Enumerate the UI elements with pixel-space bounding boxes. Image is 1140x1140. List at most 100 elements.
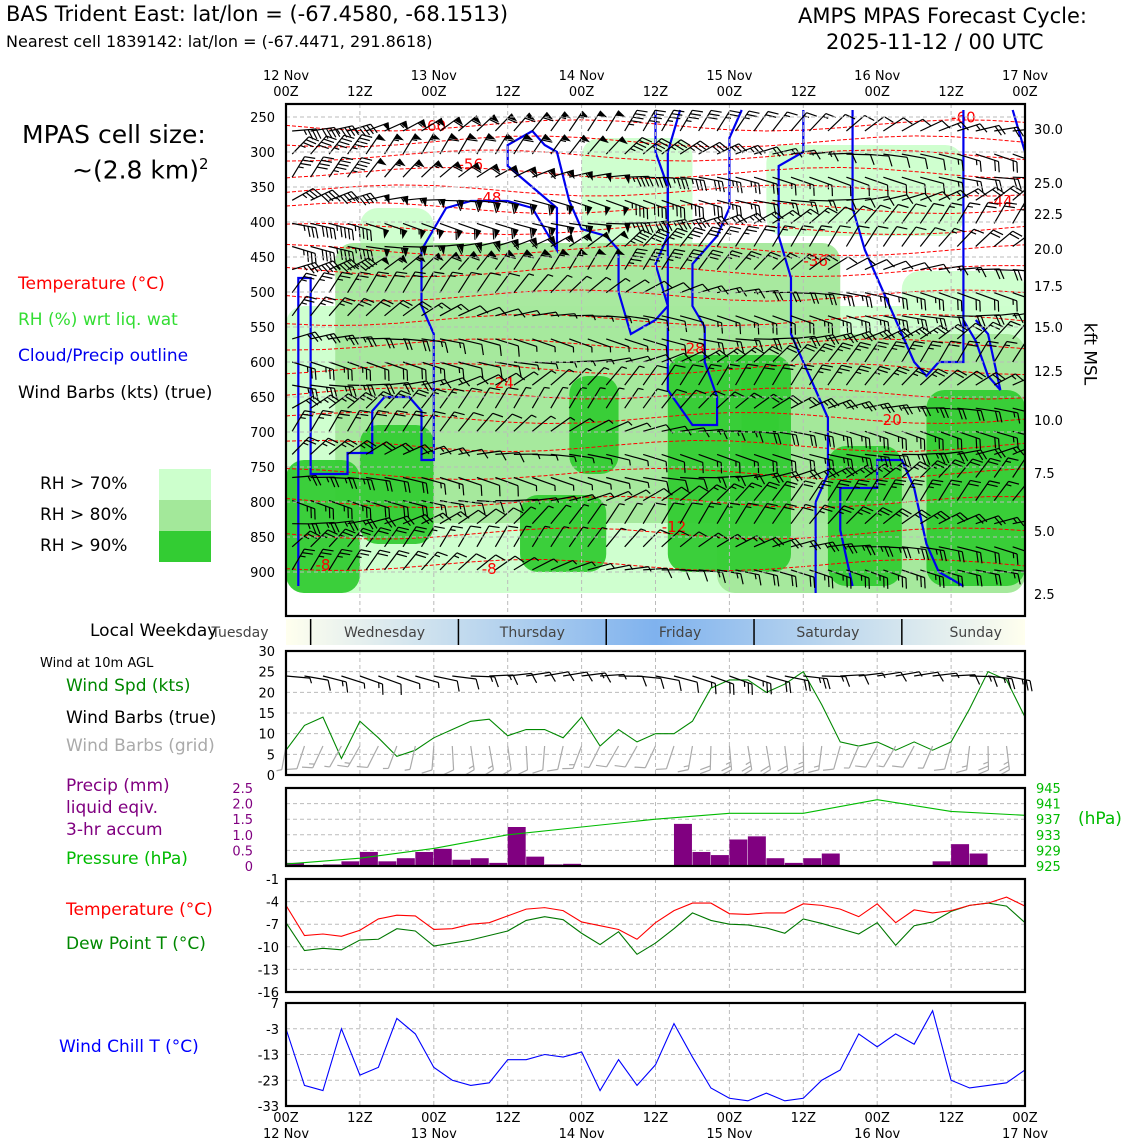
barb-half (842, 435, 845, 442)
barb-half (354, 197, 360, 203)
barb-full (366, 193, 374, 204)
wind-barb (642, 502, 667, 525)
barb-full (777, 472, 784, 483)
barb-half (672, 204, 674, 210)
barb-half (336, 128, 341, 135)
wind-barb (624, 338, 649, 352)
wind-barb-true (322, 675, 349, 693)
wind-barb (642, 248, 667, 270)
kft-tick-label: 5.0 (1034, 525, 1055, 540)
barb-full (999, 765, 1010, 772)
legend-rh80: RH > 80% (40, 505, 128, 525)
wind-barb (883, 569, 907, 589)
wind-barb (827, 479, 852, 501)
barb-half (1026, 322, 1031, 327)
barb-full (352, 386, 357, 398)
barb-full (630, 258, 642, 262)
barb-staff (920, 191, 943, 201)
barb-staff (919, 227, 936, 247)
wind-barb (384, 133, 404, 155)
barb-full (937, 460, 948, 466)
barb-full (302, 159, 314, 163)
wind-barb (993, 373, 1025, 386)
barb-half (818, 677, 822, 684)
barb-full (939, 325, 950, 333)
barb-staff (550, 526, 565, 548)
wind-barb (291, 548, 315, 571)
barb-staff (877, 671, 901, 677)
wind-barb (993, 457, 1019, 478)
wind-barb (402, 476, 429, 494)
barb-staff (494, 507, 514, 525)
wind-barb (845, 506, 874, 525)
barb-full (460, 303, 470, 312)
barb-full (421, 769, 433, 774)
barb-staff (606, 315, 631, 319)
barb-staff (329, 384, 354, 388)
barb-half (744, 232, 750, 235)
barb-full (455, 229, 457, 240)
barb-full (679, 530, 690, 537)
barb-full (352, 125, 360, 136)
barb-staff (642, 365, 658, 386)
barb-full (677, 141, 688, 149)
barb-full (883, 437, 886, 449)
barb-full (767, 110, 779, 115)
barb-staff (883, 404, 908, 409)
barb-staff (624, 365, 640, 386)
barb-full (674, 144, 684, 151)
barb-pennant (415, 159, 425, 168)
wind-frame (284, 649, 1027, 777)
barb-full (943, 407, 949, 419)
wind-barb (310, 409, 334, 432)
barb-full (656, 231, 668, 237)
barb-staff (365, 133, 381, 155)
barb-full (396, 410, 408, 414)
barb-staff (735, 199, 760, 207)
barb-full (481, 368, 484, 379)
pressure-tick-label: 900 (250, 566, 275, 581)
wind-barb-grid (324, 745, 342, 768)
temp-tick-label: -7 (266, 918, 279, 933)
wind-barb-grid (793, 745, 805, 775)
barb-half (818, 486, 824, 489)
barb-staff (846, 257, 868, 271)
barb-full (707, 232, 719, 237)
barb-pennant (561, 134, 571, 142)
barb-staff (994, 126, 1018, 132)
wind-barb (864, 569, 889, 589)
wind-barb (901, 118, 932, 132)
wind-barb (809, 315, 834, 335)
wind-barb-grid (532, 745, 546, 774)
wind-barb (790, 208, 820, 224)
barb-half (526, 525, 532, 528)
barb-full (347, 192, 356, 202)
wind-barb (532, 311, 560, 318)
barb-half (530, 506, 537, 510)
barb-full (652, 145, 663, 152)
barb-staff (347, 257, 369, 271)
barb-pennant (580, 135, 590, 143)
barb-half (712, 393, 718, 397)
barb-full (319, 163, 330, 167)
barb-staff (513, 112, 531, 132)
pressure-unit-label: (hPa) (1078, 809, 1122, 829)
wind-barb (772, 503, 797, 525)
barb-full (1016, 553, 1019, 565)
barb-full (932, 340, 944, 344)
wind-barb (679, 453, 704, 474)
barb-full (330, 476, 336, 488)
barb-staff (679, 283, 703, 294)
barb-full (906, 404, 914, 415)
barb-full (813, 435, 818, 447)
barb-full (548, 227, 552, 238)
barb-staff (439, 338, 464, 345)
barb-staff (673, 675, 698, 683)
barb-full (937, 671, 944, 682)
barb-full (860, 341, 871, 346)
barb-full (323, 156, 335, 160)
barb-half (303, 265, 308, 271)
barb-full (385, 480, 389, 492)
barb-full (435, 388, 447, 393)
pressure-tick-label: 945 (1036, 782, 1061, 797)
